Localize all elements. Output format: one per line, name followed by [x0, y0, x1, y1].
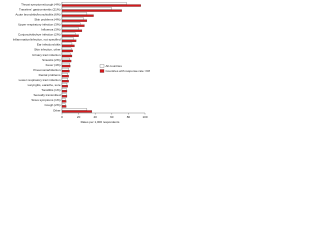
y-tick-label: Urinary tract infection [32, 53, 61, 57]
bar [61, 17, 84, 20]
bar [61, 93, 67, 96]
bar [61, 34, 79, 37]
x-axis-label: Rates per 1,000 respondents [81, 120, 120, 124]
bar [61, 105, 67, 108]
bar [61, 49, 73, 53]
y-tick-label: Sinus symptoms (1%) [31, 98, 60, 102]
y-tick-label: Upper respiratory infection (3%) [18, 23, 60, 27]
y-tick-label: Laryngitis, earache, sore [28, 83, 61, 87]
bar [61, 83, 68, 86]
y-tick-label: Ear infection/otitis [37, 43, 61, 47]
bar [61, 103, 66, 106]
bar [61, 24, 85, 27]
bar [61, 69, 70, 73]
bar [61, 29, 83, 32]
legend-swatch [99, 69, 105, 73]
y-tick-label: Inflammation/infection, not specified [13, 38, 61, 42]
bar [61, 67, 69, 71]
bar [61, 95, 68, 98]
bar [61, 62, 70, 66]
bar [61, 27, 79, 30]
bar [61, 98, 66, 101]
legend-label: All countries [106, 64, 123, 68]
bar [61, 37, 74, 40]
bar [61, 52, 71, 56]
bar [61, 90, 68, 93]
legend-swatch [99, 64, 105, 68]
bar [61, 80, 69, 83]
y-tick-label: Throat symptoms/cough (4%) [21, 2, 60, 6]
bar [61, 64, 71, 68]
y-tick-label: Sinusitis (2%) [42, 58, 60, 62]
y-tick-label: Skin infection, other [34, 48, 60, 52]
x-tick-label: 60 [110, 115, 114, 119]
x-tick-label: 20 [77, 115, 81, 119]
bar [61, 2, 127, 5]
chart: Rates per 1,000 respondents 0 20 40 60 80 100… [13, 2, 151, 124]
bar [61, 73, 68, 76]
x-tick-label: 100 [142, 115, 147, 119]
bar [61, 42, 73, 46]
x-tick-label: 40 [94, 115, 98, 119]
y-tick-label: Dental problems [39, 73, 61, 77]
bar [61, 57, 70, 61]
legend-label: Countries with response rate >60% [106, 69, 151, 73]
y-tick-label: Sexually transmitted [33, 93, 60, 97]
bar [61, 59, 72, 63]
bar [61, 75, 69, 78]
bar [61, 85, 68, 88]
y-tick-label: Conjunctivitis/eye infection (2%) [18, 33, 61, 37]
bar [61, 88, 67, 91]
bar [61, 78, 68, 81]
bar [61, 7, 112, 10]
bar [61, 22, 81, 25]
bar [61, 108, 88, 111]
bar [61, 9, 122, 12]
y-tick-label: Lower respiratory tract infection [19, 78, 61, 82]
bar [61, 47, 72, 51]
y-tick-label: Acute bronchitis/bronchiolitis (6%) [15, 12, 60, 16]
bar [61, 32, 76, 35]
y-tick-label: Tonsillitis (1%) [41, 88, 60, 92]
bar [61, 54, 73, 58]
bar [61, 4, 141, 7]
y-tick-label: Travelers' gastroenteritis (21%) [19, 7, 60, 11]
bar [61, 44, 75, 48]
bar [61, 110, 93, 113]
y-tick-label: Skin problems (4%) [34, 17, 60, 21]
y-tick-label: Fever (4%) [46, 63, 61, 67]
x-tick-label: 0 [61, 115, 63, 119]
bar [61, 39, 77, 42]
y-tick-label: Other [53, 108, 61, 112]
y-tick-label: Pneumonia/infection [33, 68, 61, 72]
y-tick-label: Cough (2%) [44, 103, 60, 107]
bar [61, 12, 88, 15]
y-tick-label: Influenza (3%) [41, 28, 60, 32]
bar [61, 19, 88, 22]
bar [61, 14, 94, 17]
x-tick-label: 80 [127, 115, 131, 119]
bar [61, 100, 67, 103]
